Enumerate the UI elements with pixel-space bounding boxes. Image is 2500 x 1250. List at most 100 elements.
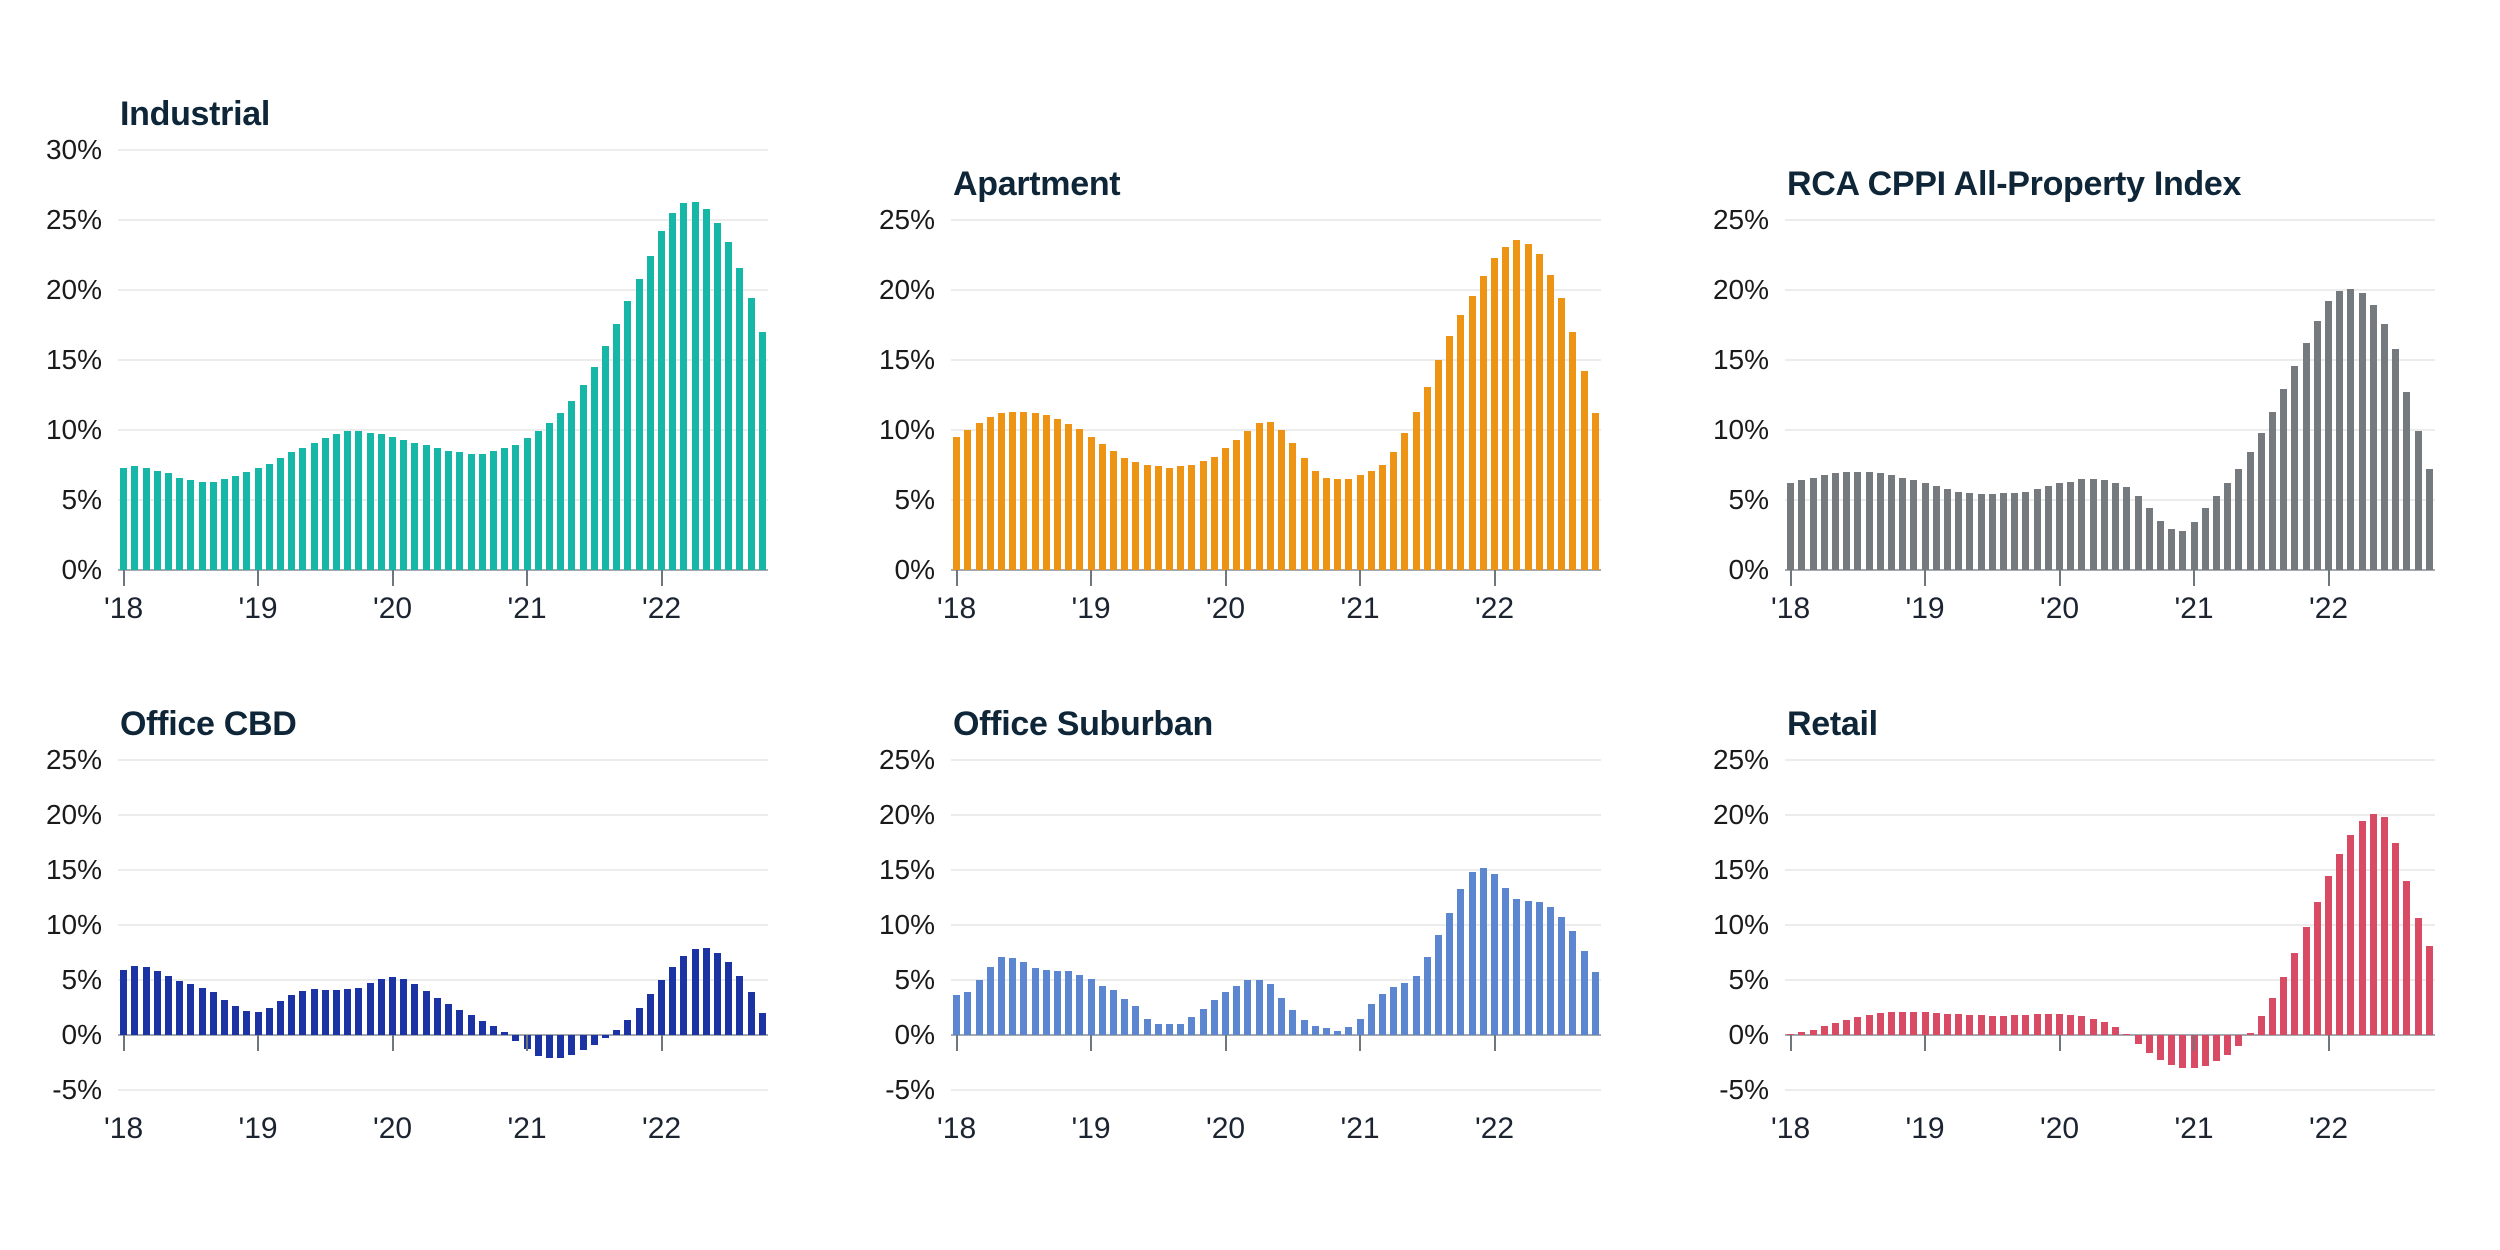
gridline	[951, 289, 1601, 291]
bar	[2156, 1035, 2164, 1061]
y-axis-label: 15%	[878, 854, 935, 885]
bar	[422, 991, 430, 1035]
bar	[2381, 323, 2389, 570]
y-axis-label: 0%	[894, 1019, 935, 1050]
bar	[355, 987, 363, 1035]
chart-title: Industrial	[120, 95, 271, 133]
bar	[2089, 479, 2097, 570]
y-axis-label: 15%	[45, 344, 102, 375]
bar	[2179, 1035, 2187, 1068]
bar	[624, 1019, 632, 1035]
bar	[1188, 465, 1196, 570]
y-axis-label: 5%	[1728, 484, 1769, 515]
x-axis-label: '18	[937, 1112, 977, 1145]
gridline	[118, 219, 768, 221]
bar	[1177, 466, 1185, 570]
bar	[1020, 962, 1028, 1035]
bar	[1966, 1015, 1974, 1035]
x-axis-label: '19	[1905, 1112, 1945, 1145]
bar	[2179, 530, 2187, 570]
bar	[1423, 386, 1431, 570]
bar	[2067, 1015, 2075, 1035]
chart-title: Apartment	[953, 165, 1121, 203]
x-tick-mark	[257, 570, 260, 586]
bar	[445, 1004, 453, 1035]
bar	[986, 417, 994, 570]
x-axis-label: '22	[1474, 592, 1515, 625]
bar	[1244, 431, 1252, 570]
bar	[277, 458, 284, 570]
bar	[243, 472, 251, 570]
bar	[501, 1031, 509, 1035]
bar	[736, 267, 744, 570]
bar	[1809, 477, 1817, 570]
y-axis-label: 20%	[878, 799, 935, 830]
bar	[1491, 874, 1499, 1035]
bar	[2425, 469, 2433, 570]
bar	[1809, 1029, 1817, 1035]
bar	[467, 1015, 475, 1035]
bar	[2201, 1035, 2209, 1066]
y-axis-label: 20%	[1712, 274, 1769, 305]
x-axis-label: '20	[1206, 592, 1246, 625]
bar	[2246, 1032, 2254, 1035]
bar	[953, 437, 961, 570]
bar	[1009, 958, 1017, 1035]
bar	[2325, 301, 2333, 570]
gridline	[1785, 924, 2435, 926]
bar	[389, 976, 397, 1035]
bar	[400, 439, 408, 570]
x-tick-mark	[2327, 570, 2330, 586]
bar	[2190, 522, 2198, 570]
bar	[220, 999, 228, 1035]
bar	[1378, 994, 1386, 1035]
bar	[1278, 997, 1286, 1035]
bar	[658, 231, 666, 570]
bar	[1154, 1024, 1162, 1035]
bar	[433, 448, 441, 570]
bar	[220, 479, 228, 570]
bar	[321, 989, 329, 1035]
bar	[1098, 985, 1106, 1035]
bar	[557, 413, 565, 570]
bar	[1098, 444, 1106, 570]
bar	[1042, 414, 1050, 570]
bar	[1535, 901, 1543, 1035]
bar	[209, 481, 217, 570]
bar	[2325, 875, 2333, 1035]
bar	[1457, 315, 1465, 570]
bar-plot: Apartment 0% 5% 10% 15% 20% 25% '18 '19 '20 '21 '2…	[879, 165, 1601, 625]
x-tick-mark	[526, 1035, 529, 1051]
bar	[1423, 956, 1431, 1035]
bar	[725, 242, 733, 570]
bar	[1910, 1011, 1918, 1035]
bar	[411, 984, 419, 1035]
bar	[2257, 432, 2265, 570]
bar	[557, 1035, 565, 1059]
gridline	[1785, 869, 2435, 871]
bar	[1468, 872, 1476, 1035]
bar	[2100, 1021, 2108, 1035]
x-axis-label: '20	[373, 592, 413, 625]
bar	[1009, 411, 1017, 570]
bar	[1143, 1018, 1151, 1035]
y-axis-label: 25%	[878, 204, 935, 235]
bar	[1300, 458, 1308, 570]
x-tick-mark	[1224, 1035, 1227, 1051]
bar-plot: RCA CPPI All-Property Index 0% 5% 10% 15% 20…	[1713, 165, 2435, 625]
y-axis-label: 30%	[45, 134, 102, 165]
bar	[1591, 413, 1599, 570]
y-axis-label: -5%	[885, 1074, 935, 1105]
bar	[288, 452, 296, 570]
bar	[1569, 930, 1577, 1035]
bar	[2078, 479, 2086, 570]
bar	[646, 256, 654, 570]
bar	[2369, 305, 2377, 570]
bar	[2056, 483, 2064, 570]
gridline	[118, 924, 768, 926]
bar	[232, 476, 240, 570]
x-axis-label: '20	[373, 1112, 413, 1145]
x-axis-label: '18	[937, 592, 977, 625]
bar	[1502, 887, 1510, 1035]
bar	[1210, 456, 1218, 570]
